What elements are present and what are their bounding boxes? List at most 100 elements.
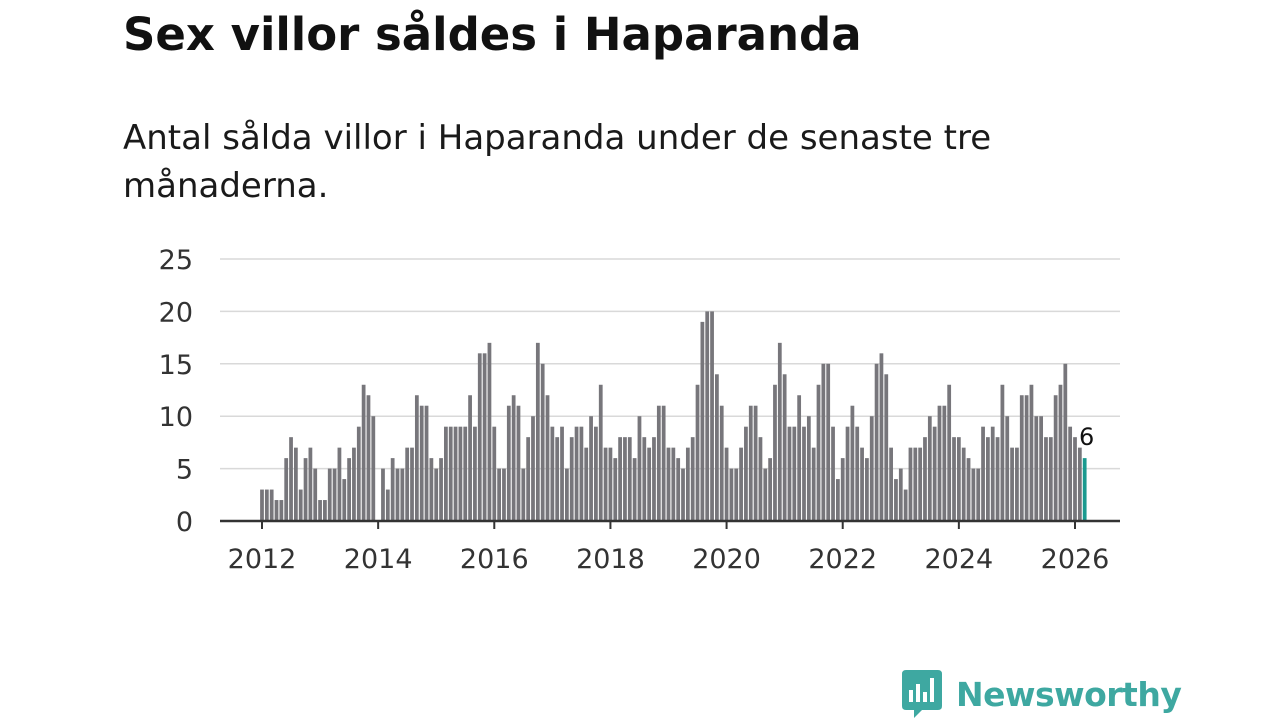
bar — [463, 426, 468, 521]
bar — [327, 468, 332, 521]
bar — [1000, 384, 1005, 521]
bar — [903, 489, 908, 521]
bar — [961, 447, 966, 521]
bar — [990, 426, 995, 521]
bar — [434, 468, 439, 521]
bar — [782, 374, 787, 521]
bar — [308, 447, 313, 521]
bar — [981, 426, 985, 521]
bar — [792, 426, 797, 521]
bar — [444, 426, 448, 521]
bar — [594, 426, 598, 521]
bar — [1010, 447, 1014, 521]
bar — [448, 426, 453, 521]
bar — [739, 447, 743, 521]
bar — [700, 321, 705, 521]
bar — [458, 426, 463, 521]
bar — [971, 468, 976, 521]
y-tick-label: 10 — [159, 402, 193, 433]
x-tick-label: 2024 — [924, 544, 993, 575]
bar — [661, 405, 666, 521]
bar — [932, 426, 937, 521]
bar — [613, 458, 618, 521]
bar — [1034, 416, 1039, 521]
bar — [811, 447, 816, 521]
bar — [1019, 395, 1024, 521]
bar — [681, 468, 685, 521]
x-tick-label: 2020 — [692, 544, 761, 575]
bar — [1015, 447, 1019, 521]
bar — [753, 405, 758, 521]
bar — [1029, 384, 1034, 521]
bar — [773, 384, 777, 521]
labels: 0 5 10 15 20 25 6 2012 2014 2016 2018 2020 2022 2024 2… — [159, 245, 1110, 575]
x-tick-label: 2014 — [344, 544, 413, 575]
bar — [758, 437, 763, 521]
newsworthy-icon — [902, 670, 942, 718]
bar — [652, 437, 656, 521]
bar — [835, 479, 840, 521]
bar — [632, 458, 637, 521]
bar — [821, 363, 826, 521]
bar — [332, 468, 337, 521]
bar — [816, 384, 821, 521]
bar — [869, 416, 874, 521]
bar — [564, 468, 569, 521]
bar — [1053, 395, 1058, 521]
highlight-value-label: 6 — [1079, 423, 1094, 451]
bar — [511, 395, 516, 521]
bar — [502, 468, 506, 521]
bar — [748, 405, 753, 521]
bar — [1024, 395, 1029, 521]
chart-subtitle: Antal sålda villor i Haparanda under de … — [123, 118, 992, 206]
bar — [671, 447, 676, 521]
bar — [777, 342, 782, 521]
bar — [361, 384, 366, 521]
bar — [826, 363, 831, 521]
bar — [347, 458, 351, 521]
bar — [579, 426, 584, 521]
bar — [313, 468, 318, 521]
bar — [942, 405, 947, 521]
bar — [913, 447, 918, 521]
bar — [695, 384, 700, 521]
bar — [492, 426, 497, 521]
bar — [937, 405, 942, 521]
bar — [768, 458, 773, 521]
bar — [598, 384, 603, 521]
bar — [545, 395, 550, 521]
bar — [482, 353, 487, 521]
bar — [429, 458, 434, 521]
bar — [395, 468, 400, 521]
bar — [473, 426, 477, 521]
bar — [865, 458, 869, 521]
bar — [685, 447, 690, 521]
bar — [889, 447, 893, 521]
bar — [526, 437, 531, 521]
bar — [535, 342, 540, 521]
bar — [763, 468, 768, 521]
bar — [956, 437, 961, 521]
bar — [705, 311, 710, 521]
bar — [918, 447, 923, 521]
y-tick-label: 0 — [176, 507, 193, 538]
bar — [1044, 437, 1048, 521]
y-tick-label: 25 — [159, 245, 193, 276]
bar — [710, 311, 714, 521]
bar — [303, 458, 308, 521]
bar — [366, 395, 371, 521]
bar — [603, 447, 608, 521]
bar — [618, 437, 622, 521]
bar — [516, 405, 521, 521]
bar — [855, 426, 860, 521]
bar — [898, 468, 903, 521]
bar — [802, 426, 806, 521]
bar — [894, 479, 898, 521]
bar — [995, 437, 1000, 521]
bar — [385, 489, 390, 521]
bar — [976, 468, 981, 521]
bar — [506, 405, 511, 521]
bar — [298, 489, 303, 521]
bar — [656, 405, 661, 521]
bar — [787, 426, 792, 521]
